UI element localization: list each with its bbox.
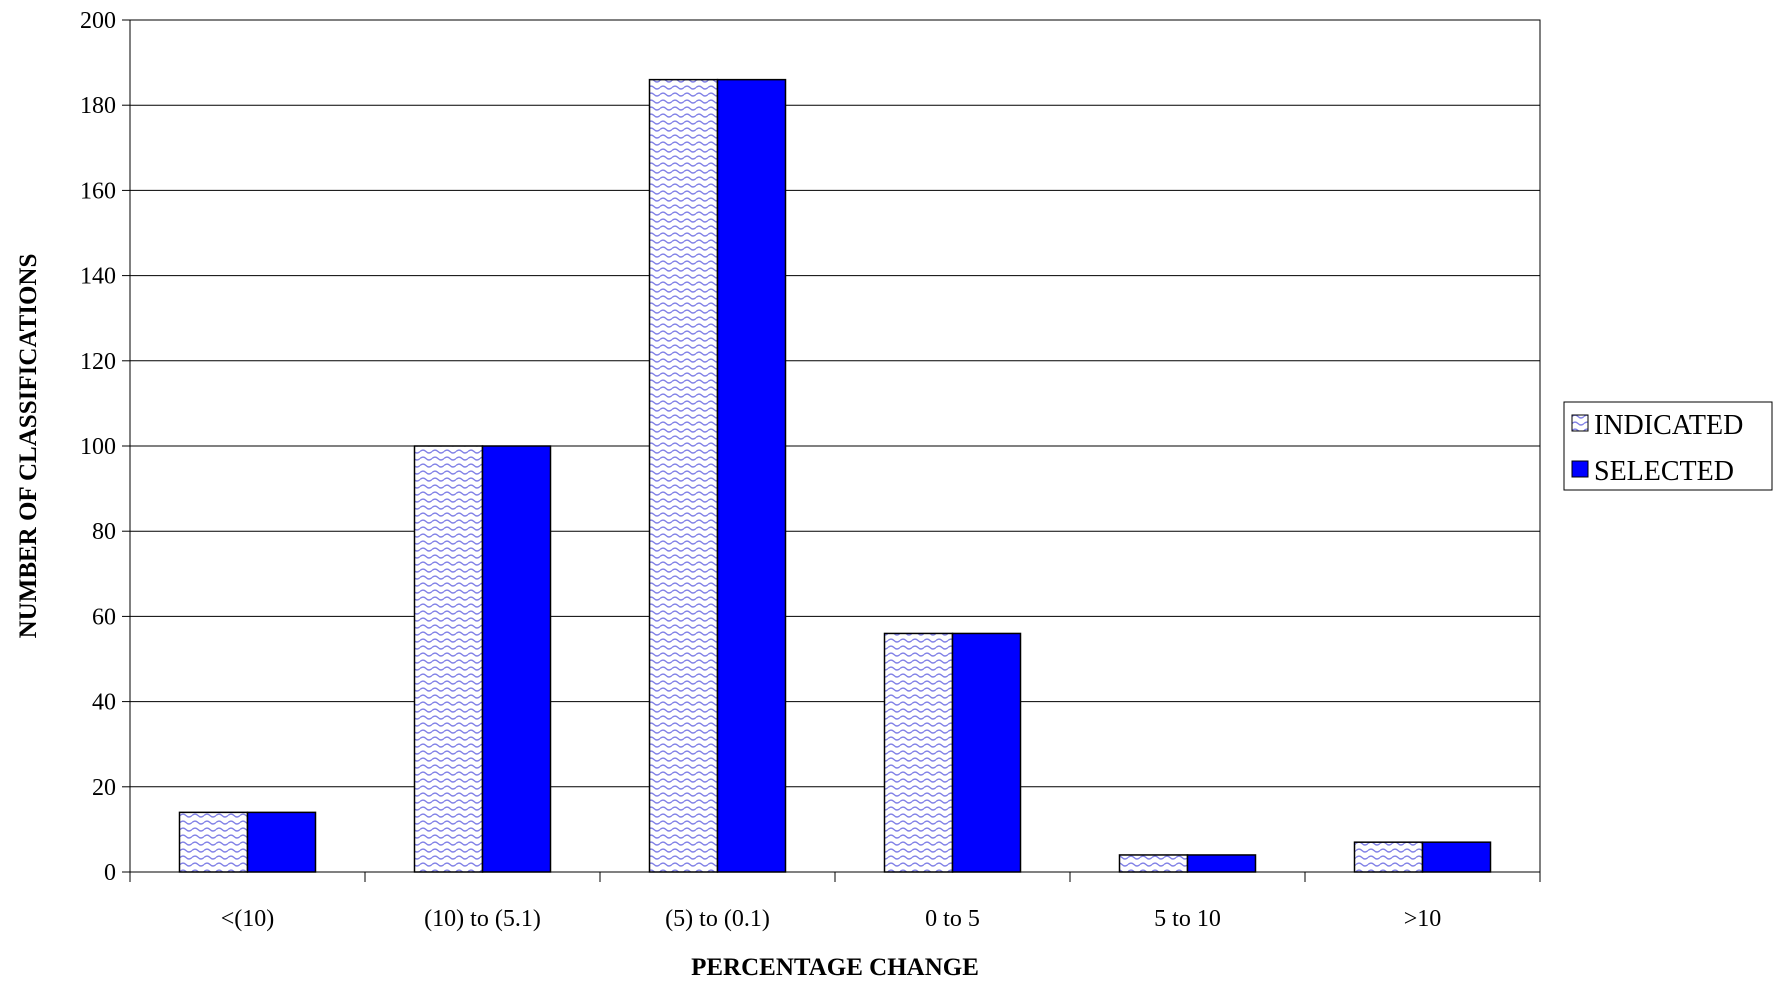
legend-swatch-indicated <box>1571 414 1589 432</box>
bar-selected-4 <box>1186 854 1257 873</box>
y-tick-label: 200 <box>80 8 116 34</box>
y-tick-label: 120 <box>80 349 116 375</box>
y-tick-label: 0 <box>104 860 116 886</box>
x-tick-label: 5 to 10 <box>1154 906 1221 932</box>
bar-indicated-2 <box>648 78 719 873</box>
y-tick-label: 140 <box>80 264 116 290</box>
legend-box <box>1563 401 1773 491</box>
y-tick-label: 40 <box>92 690 116 716</box>
y-tick-label: 100 <box>80 434 116 460</box>
bar-selected-0 <box>246 811 317 873</box>
y-tick-label: 160 <box>80 178 116 204</box>
bar-indicated-0 <box>178 811 249 873</box>
bar-selected-1 <box>481 445 552 873</box>
bar-selected-5 <box>1421 841 1492 873</box>
bar-selected-2 <box>716 78 787 873</box>
bar-indicated-5 <box>1353 841 1424 873</box>
bars <box>178 78 1492 873</box>
y-axis-title: NUMBER OF CLASSIFICATIONS <box>15 254 42 639</box>
gridlines <box>130 104 1540 788</box>
legend-label-indicated: INDICATED <box>1594 410 1743 441</box>
x-tick-label: (5) to (0.1) <box>665 906 770 932</box>
bar-indicated-1 <box>413 445 484 873</box>
x-tick-label: 0 to 5 <box>925 906 980 932</box>
y-tick-label: 180 <box>80 93 116 119</box>
y-axis: 0 20 40 60 80 100 120 140 160 180 200 <box>80 8 130 886</box>
legend: INDICATED SELECTED <box>1563 401 1773 491</box>
bar-selected-3 <box>951 632 1022 873</box>
y-tick-label: 80 <box>92 519 116 545</box>
x-axis: <(10) (10) to (5.1) (5) to (0.1) 0 to 5 5 to… <box>129 871 1541 932</box>
bar-indicated-3 <box>883 632 954 873</box>
x-tick-label: >10 <box>1404 906 1442 932</box>
legend-label-selected: SELECTED <box>1594 456 1734 487</box>
x-tick-label: <(10) <box>221 906 275 932</box>
x-tick-label: (10) to (5.1) <box>424 906 541 932</box>
x-axis-title: PERCENTAGE CHANGE <box>691 954 979 981</box>
y-tick-label: 60 <box>92 604 116 630</box>
y-tick-label: 20 <box>92 775 116 801</box>
bar-indicated-4 <box>1118 854 1189 873</box>
legend-swatch-selected <box>1571 460 1589 478</box>
